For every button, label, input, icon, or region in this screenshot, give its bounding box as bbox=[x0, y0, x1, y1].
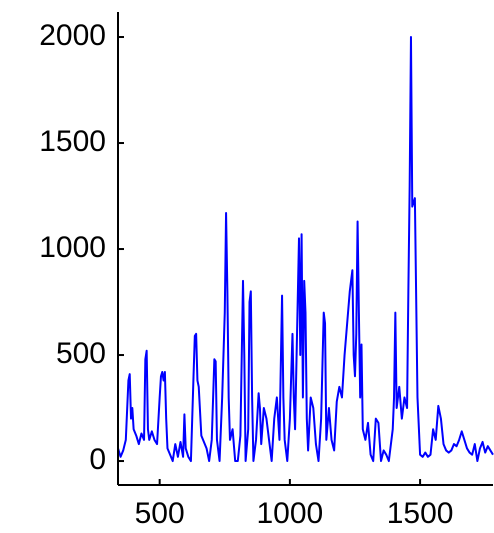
y-tick-label: 1000 bbox=[39, 231, 106, 264]
x-tick-label: 500 bbox=[135, 497, 185, 530]
data-line bbox=[117, 36, 494, 463]
x-tick-label: 1500 bbox=[387, 497, 454, 530]
y-tick-label: 500 bbox=[56, 337, 106, 370]
y-tick-label: 0 bbox=[89, 443, 106, 476]
y-tick-label: 2000 bbox=[39, 19, 106, 52]
y-tick-label: 1500 bbox=[39, 125, 106, 158]
x-tick-label: 1000 bbox=[257, 497, 324, 530]
